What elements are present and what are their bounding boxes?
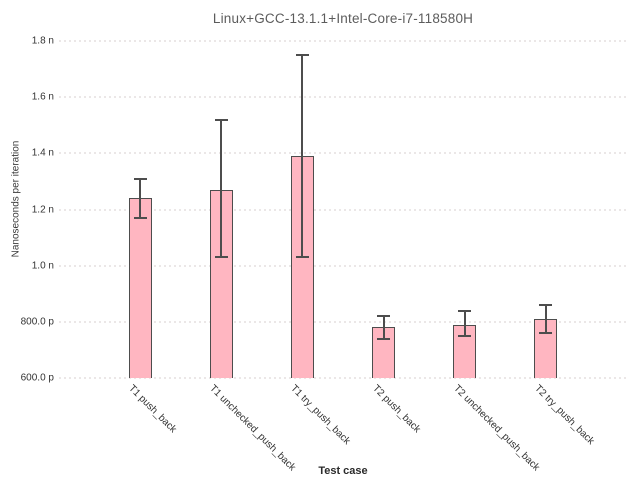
y-gridline	[59, 208, 627, 211]
x-tick-label: T2 try_push_back	[532, 383, 597, 447]
x-tick-label: T2 unchecked_push_back	[450, 383, 542, 474]
y-tick-label: 1.2 n	[31, 204, 54, 215]
y-gridline	[59, 96, 627, 99]
error-bar-cap-top	[133, 177, 147, 180]
error-bar-line	[139, 178, 142, 218]
error-bar-cap-bottom	[458, 334, 472, 337]
y-tick-label: 800.0 p	[20, 316, 54, 328]
error-bar-cap-bottom	[295, 256, 309, 259]
y-gridline	[59, 320, 627, 323]
x-axis-title: Test case	[318, 465, 368, 477]
error-bar-cap-top	[458, 309, 472, 312]
x-tick-label: T2 push_back	[369, 383, 422, 436]
y-tick-label: 600.0 p	[20, 372, 54, 384]
error-bar-line	[301, 55, 304, 258]
error-bar-line	[544, 304, 547, 334]
x-tick-label: T1 try_push_back	[288, 383, 353, 447]
error-bar-cap-top	[295, 54, 309, 57]
chart-title: Linux+GCC-13.1.1+Intel-Core-i7-118580H	[212, 11, 474, 26]
y-tick-label: 1.6 n	[31, 91, 54, 103]
y-gridline	[59, 40, 627, 42]
error-bar-cap-top	[377, 315, 391, 318]
y-tick-label: 1.4 n	[31, 147, 54, 159]
bar	[128, 198, 152, 378]
x-tick-label: T1 unchecked_push_back	[207, 383, 298, 474]
y-gridline	[59, 377, 627, 379]
x-tick-label: T1 push_back	[126, 383, 179, 436]
error-bar-cap-bottom	[133, 216, 147, 219]
error-bar-cap-bottom	[214, 256, 228, 259]
error-bar-cap-bottom	[539, 332, 553, 335]
error-bar-line	[220, 119, 223, 258]
y-gridline	[59, 152, 627, 155]
y-tick-label: 1.0 n	[31, 260, 54, 272]
error-bar-line	[463, 310, 466, 336]
error-bar-cap-top	[539, 303, 553, 306]
error-bar-line	[382, 316, 385, 339]
y-gridline	[59, 264, 627, 267]
error-bar-cap-top	[214, 118, 228, 121]
error-bar-cap-bottom	[377, 337, 391, 340]
y-tick-label: 1.8 n	[31, 35, 54, 47]
